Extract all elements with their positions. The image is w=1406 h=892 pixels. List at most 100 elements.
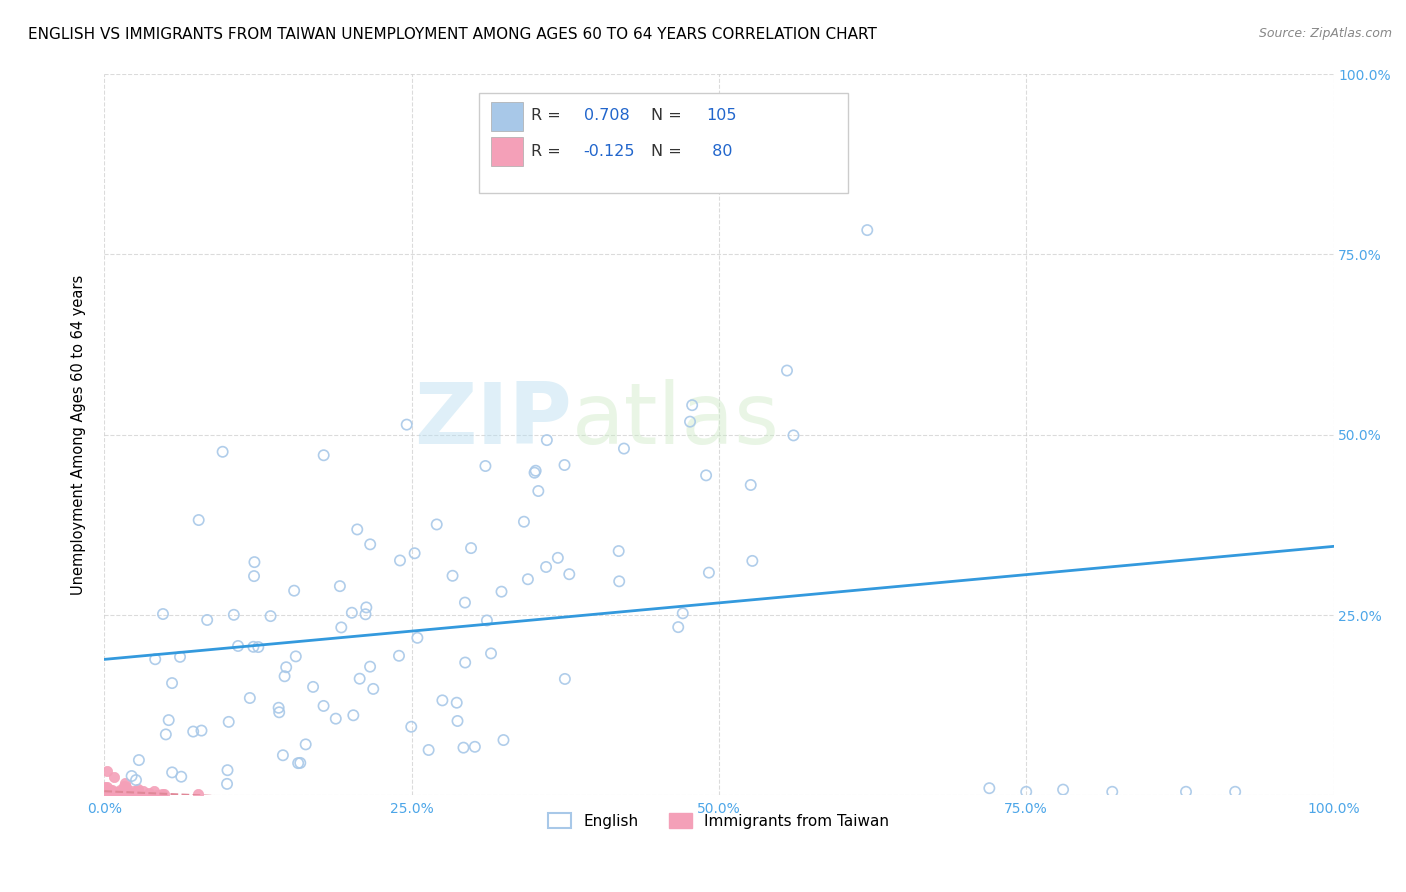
Point: [312, 448, 335, 462]
Point: [103, 786, 125, 800]
Point: [100, 788, 122, 802]
Y-axis label: Unemployment Among Ages 60 to 64 years: Unemployment Among Ages 60 to 64 years: [72, 275, 86, 595]
Point: [157, 713, 180, 727]
Point: [267, 700, 290, 714]
Point: [94, 788, 117, 802]
Point: [271, 748, 294, 763]
Point: [127, 784, 149, 798]
Text: 105: 105: [707, 108, 737, 123]
Point: [1052, 782, 1074, 797]
Point: [492, 733, 515, 747]
Point: [1175, 785, 1198, 799]
Legend: English, Immigrants from Taiwan: English, Immigrants from Taiwan: [543, 807, 896, 835]
Point: [222, 607, 245, 622]
Point: [107, 785, 129, 799]
Point: [340, 606, 363, 620]
Point: [211, 444, 233, 458]
Point: [131, 784, 153, 798]
Point: [607, 544, 630, 558]
Point: [312, 698, 335, 713]
Point: [128, 786, 150, 800]
Point: [115, 781, 138, 796]
Point: [388, 553, 411, 567]
Point: [97, 783, 120, 797]
Text: 0.708: 0.708: [583, 108, 630, 123]
Point: [108, 786, 131, 800]
Point: [464, 739, 486, 754]
Point: [98, 787, 121, 801]
Point: [441, 568, 464, 582]
Text: R =: R =: [531, 108, 565, 123]
Point: [98, 784, 121, 798]
Point: [283, 583, 305, 598]
Text: N =: N =: [651, 108, 682, 123]
Point: [138, 786, 160, 800]
Point: [121, 788, 143, 802]
Point: [523, 466, 546, 480]
Point: [114, 780, 136, 794]
Point: [782, 428, 804, 442]
Point: [115, 781, 138, 796]
Point: [101, 787, 124, 801]
Point: [359, 537, 381, 551]
Point: [516, 572, 538, 586]
Point: [125, 788, 148, 802]
Point: [491, 584, 513, 599]
Point: [94, 788, 117, 802]
Point: [103, 770, 125, 784]
Point: [284, 649, 307, 664]
Point: [554, 672, 576, 686]
Point: [97, 788, 120, 802]
Point: [239, 691, 262, 706]
Point: [117, 788, 139, 802]
Point: [346, 523, 368, 537]
Point: [536, 433, 558, 447]
Text: 80: 80: [707, 144, 733, 159]
Point: [395, 417, 418, 432]
FancyBboxPatch shape: [492, 103, 523, 131]
Point: [94, 781, 117, 796]
Point: [613, 442, 636, 456]
Point: [121, 786, 143, 800]
Point: [107, 786, 129, 800]
Point: [446, 696, 468, 710]
Point: [273, 669, 295, 683]
Point: [108, 788, 131, 802]
Text: ENGLISH VS IMMIGRANTS FROM TAIWAN UNEMPLOYMENT AMONG AGES 60 TO 64 YEARS CORRELA: ENGLISH VS IMMIGRANTS FROM TAIWAN UNEMPL…: [28, 27, 877, 42]
Point: [114, 776, 136, 790]
Point: [181, 724, 204, 739]
Point: [115, 783, 138, 797]
Point: [856, 223, 879, 237]
Point: [108, 788, 131, 802]
Point: [418, 743, 440, 757]
Point: [143, 652, 166, 666]
Point: [432, 693, 454, 707]
Point: [96, 785, 118, 799]
Point: [152, 607, 174, 621]
Point: [105, 786, 128, 800]
Point: [112, 789, 135, 803]
Point: [534, 560, 557, 574]
Point: [426, 517, 449, 532]
Point: [479, 647, 502, 661]
Point: [776, 363, 799, 377]
Point: [138, 788, 160, 802]
Point: [446, 714, 468, 728]
Point: [342, 708, 364, 723]
Point: [110, 786, 132, 800]
Point: [527, 483, 550, 498]
Point: [169, 649, 191, 664]
Point: [104, 788, 127, 802]
Point: [259, 609, 281, 624]
Point: [453, 740, 475, 755]
Point: [104, 788, 127, 802]
Point: [94, 787, 117, 801]
Point: [243, 555, 266, 569]
Point: [554, 458, 576, 472]
Point: [146, 788, 169, 802]
Point: [112, 788, 135, 802]
Point: [150, 787, 173, 801]
Point: [114, 788, 136, 802]
Point: [143, 783, 166, 797]
Point: [160, 765, 183, 780]
